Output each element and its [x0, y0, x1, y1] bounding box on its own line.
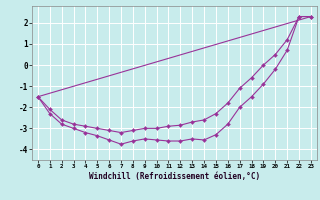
X-axis label: Windchill (Refroidissement éolien,°C): Windchill (Refroidissement éolien,°C) [89, 172, 260, 181]
